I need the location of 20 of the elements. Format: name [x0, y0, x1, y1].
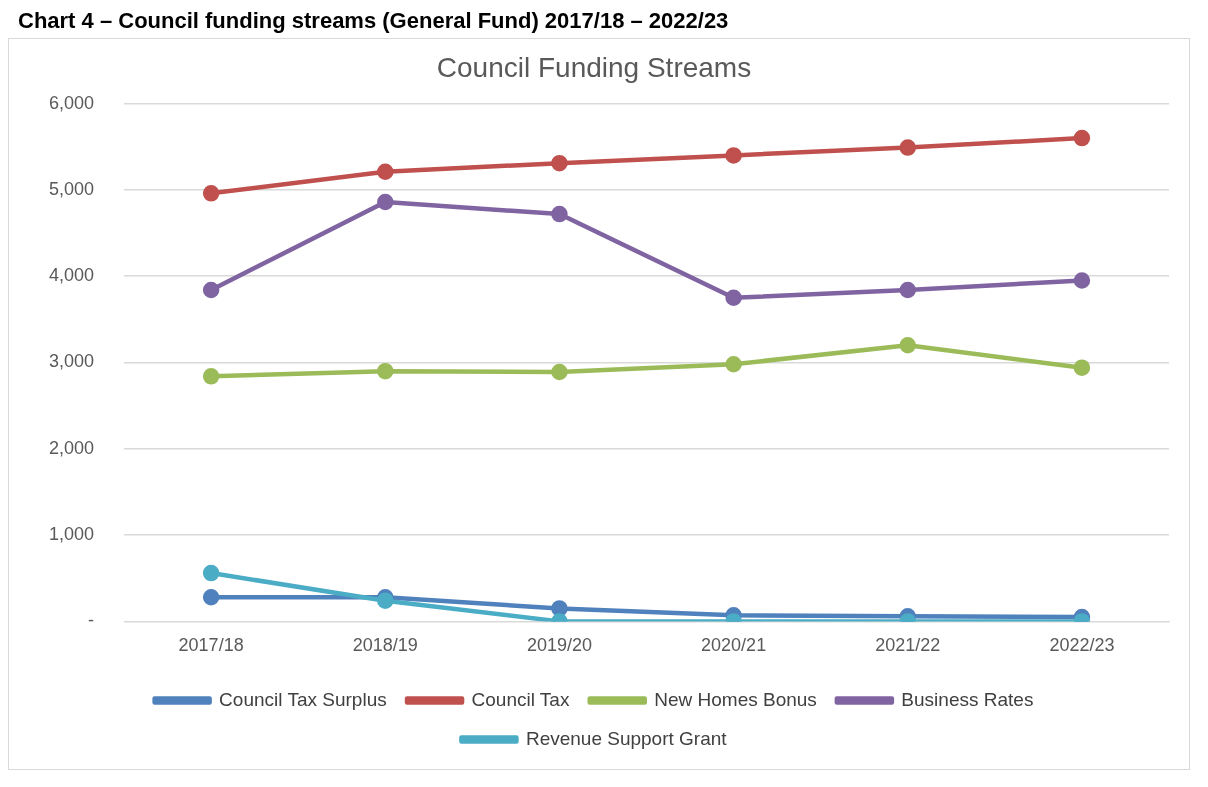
x-tick-label: 2021/22 [875, 635, 941, 656]
x-tick-label: 2019/20 [526, 635, 592, 656]
legend-label: New Homes Bonus [654, 688, 817, 710]
y-tick-label: - [88, 610, 95, 631]
x-tick-label: 2018/19 [352, 635, 418, 656]
x-tick-label: 2017/18 [178, 635, 244, 656]
legend-label: Council Tax [471, 688, 570, 710]
y-tick-label: 4,000 [49, 265, 95, 286]
y-tick-label: 2,000 [49, 437, 95, 458]
y-tick-label: 1,000 [49, 524, 95, 545]
x-tick-label: 2020/21 [701, 635, 767, 656]
caption: Chart 4 – Council funding streams (General Fund) 2017/18 – 2022/23 [18, 8, 730, 34]
chart-title: Council Funding Streams [436, 51, 752, 83]
y-tick-label: 6,000 [49, 92, 95, 113]
y-tick-label: 5,000 [49, 178, 95, 199]
legend-label: Council Tax Surplus [219, 688, 387, 710]
y-tick-label: 3,000 [49, 351, 95, 372]
x-tick-label: 2022/23 [1049, 635, 1115, 656]
legend-label: Revenue Support Grant [525, 727, 728, 749]
legend-label: Business Rates [901, 688, 1034, 710]
